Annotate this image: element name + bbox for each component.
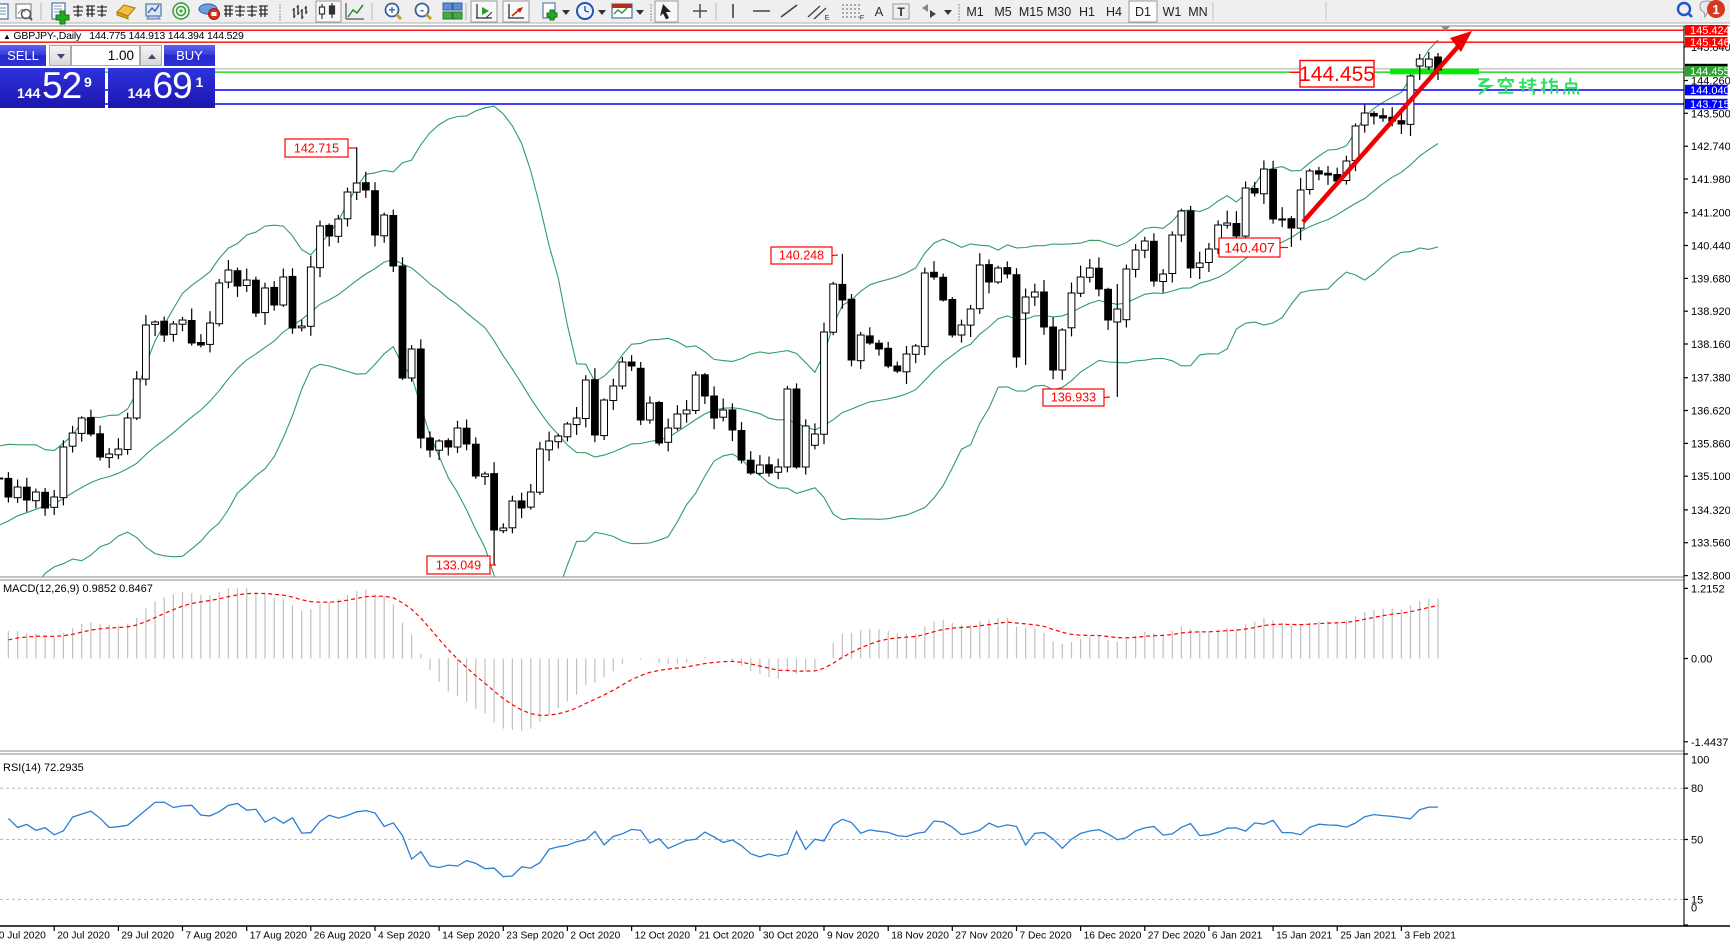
svg-text:140.407: 140.407 (1224, 240, 1275, 256)
svg-text:23 Sep 2020: 23 Sep 2020 (506, 931, 564, 941)
svg-text:0: 0 (1691, 903, 1697, 915)
svg-text:7 Aug 2020: 7 Aug 2020 (186, 931, 238, 941)
svg-text:20 Jul 2020: 20 Jul 2020 (57, 931, 110, 941)
svg-text:M30: M30 (1047, 5, 1071, 19)
svg-text:27 Nov 2020: 27 Nov 2020 (955, 931, 1013, 941)
svg-text:6 Jan 2021: 6 Jan 2021 (1212, 931, 1263, 941)
svg-text:H4: H4 (1106, 5, 1122, 19)
svg-text:7 Dec 2020: 7 Dec 2020 (1020, 931, 1072, 941)
svg-text:141.200: 141.200 (1691, 208, 1730, 220)
svg-text:29 Jul 2020: 29 Jul 2020 (121, 931, 174, 941)
svg-text:M5: M5 (994, 5, 1011, 19)
svg-text:A: A (875, 4, 884, 19)
svg-text:F: F (860, 15, 864, 22)
svg-text:25 Jan 2021: 25 Jan 2021 (1340, 931, 1396, 941)
svg-text:141.980: 141.980 (1691, 174, 1730, 186)
svg-text:1: 1 (1712, 2, 1719, 17)
svg-text:145.424: 145.424 (1690, 25, 1730, 37)
svg-text:145.146: 145.146 (1690, 37, 1730, 49)
svg-text:MN: MN (1188, 5, 1207, 19)
svg-text:142.740: 142.740 (1691, 141, 1730, 153)
svg-text:139.680: 139.680 (1691, 273, 1730, 285)
svg-text:144.455: 144.455 (1299, 63, 1375, 86)
svg-text:15 Jan 2021: 15 Jan 2021 (1276, 931, 1332, 941)
svg-text:144.455: 144.455 (1690, 66, 1730, 78)
svg-text:30 Oct 2020: 30 Oct 2020 (763, 931, 819, 941)
svg-text:MACD(12,26,9) 0.9852 0.8467: MACD(12,26,9) 0.9852 0.8467 (3, 583, 153, 595)
svg-text:80: 80 (1691, 783, 1703, 795)
svg-text:27 Dec 2020: 27 Dec 2020 (1148, 931, 1206, 941)
svg-text:2 Oct 2020: 2 Oct 2020 (570, 931, 620, 941)
svg-text:26 Aug 2020: 26 Aug 2020 (314, 931, 372, 941)
svg-text:9 Nov 2020: 9 Nov 2020 (827, 931, 879, 941)
svg-text:E: E (825, 15, 830, 22)
svg-text:-1.4437: -1.4437 (1691, 737, 1728, 749)
svg-text:12 Oct 2020: 12 Oct 2020 (635, 931, 691, 941)
svg-text:4 Sep 2020: 4 Sep 2020 (378, 931, 430, 941)
svg-text:18 Nov 2020: 18 Nov 2020 (891, 931, 949, 941)
svg-text:21 Oct 2020: 21 Oct 2020 (699, 931, 755, 941)
svg-text:D1: D1 (1135, 5, 1151, 19)
svg-text:134.320: 134.320 (1691, 505, 1730, 517)
svg-text:+: + (388, 3, 395, 17)
svg-text:10 Jul 2020: 10 Jul 2020 (0, 931, 46, 941)
svg-text:50: 50 (1691, 835, 1703, 847)
svg-text:16 Dec 2020: 16 Dec 2020 (1084, 931, 1142, 941)
svg-text:M15: M15 (1019, 5, 1043, 19)
svg-text:136.933: 136.933 (1051, 391, 1096, 405)
svg-text:1.2152: 1.2152 (1691, 583, 1725, 595)
svg-text:135.100: 135.100 (1691, 471, 1730, 483)
svg-text:133.560: 133.560 (1691, 538, 1730, 550)
svg-text:143.500: 143.500 (1691, 108, 1730, 120)
svg-text:15: 15 (1691, 894, 1703, 906)
svg-text:135.860: 135.860 (1691, 438, 1730, 450)
svg-text:144.040: 144.040 (1690, 85, 1730, 97)
svg-text:T: T (897, 5, 905, 19)
svg-text:17 Aug 2020: 17 Aug 2020 (250, 931, 308, 941)
svg-text:3 Feb 2021: 3 Feb 2021 (1404, 931, 1456, 941)
svg-text:W1: W1 (1163, 5, 1182, 19)
svg-text:142.715: 142.715 (294, 142, 339, 156)
svg-text:0.00: 0.00 (1691, 654, 1712, 666)
svg-text:14 Sep 2020: 14 Sep 2020 (442, 931, 500, 941)
svg-text:140.440: 140.440 (1691, 241, 1730, 253)
svg-text:136.620: 136.620 (1691, 406, 1730, 418)
svg-text:144.260: 144.260 (1691, 76, 1730, 88)
svg-text:143.715: 143.715 (1690, 99, 1730, 111)
svg-text:132.800: 132.800 (1691, 571, 1730, 583)
svg-text:RSI(14) 72.2935: RSI(14) 72.2935 (3, 762, 84, 774)
svg-text:-: - (420, 3, 424, 17)
svg-text:138.920: 138.920 (1691, 306, 1730, 318)
svg-text:133.049: 133.049 (436, 559, 481, 573)
svg-text:137.380: 137.380 (1691, 373, 1730, 385)
svg-text:140.248: 140.248 (779, 249, 824, 263)
svg-text:138.160: 138.160 (1691, 339, 1730, 351)
svg-text:100: 100 (1691, 755, 1709, 767)
svg-text:M1: M1 (966, 5, 983, 19)
svg-text:H1: H1 (1079, 5, 1095, 19)
